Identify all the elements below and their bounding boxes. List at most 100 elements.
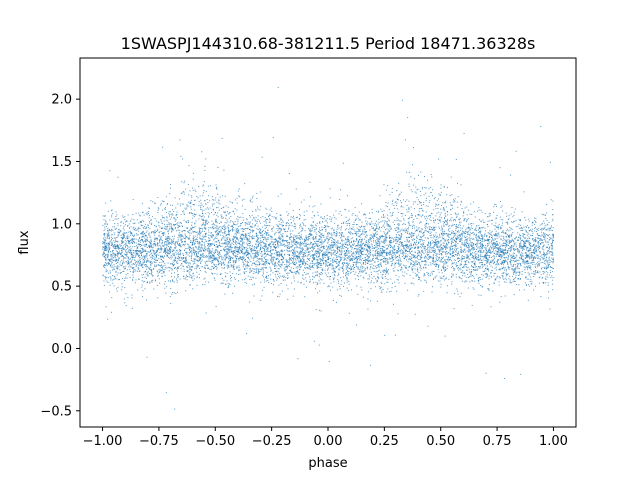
data-point	[475, 243, 477, 245]
data-point	[524, 269, 526, 271]
data-point	[270, 259, 272, 261]
data-point	[355, 245, 357, 247]
data-point	[422, 251, 424, 253]
data-point	[500, 227, 502, 229]
data-point	[287, 250, 289, 252]
data-point	[300, 247, 302, 249]
data-point	[519, 254, 521, 256]
data-point	[277, 225, 279, 227]
data-point	[468, 277, 470, 279]
data-point	[206, 199, 208, 201]
data-point	[392, 241, 394, 243]
data-point	[386, 224, 388, 226]
data-point	[469, 239, 471, 241]
data-point	[511, 240, 513, 242]
data-point	[124, 302, 126, 304]
data-point	[224, 222, 226, 224]
data-point	[227, 243, 229, 245]
data-point	[550, 244, 552, 246]
data-point	[347, 264, 349, 266]
data-point	[238, 232, 240, 234]
data-point	[295, 237, 297, 239]
data-point	[267, 225, 269, 227]
data-point	[451, 276, 453, 278]
data-point	[246, 218, 248, 220]
data-point	[387, 217, 389, 219]
data-point	[450, 176, 452, 178]
data-point	[346, 239, 348, 241]
data-point	[131, 235, 133, 237]
data-point	[410, 225, 412, 227]
data-point	[376, 257, 378, 259]
data-point	[301, 247, 303, 249]
data-point	[264, 251, 266, 253]
data-point	[205, 262, 207, 264]
data-point	[340, 258, 342, 260]
data-point	[425, 257, 427, 259]
data-point	[186, 266, 188, 268]
data-point	[481, 264, 483, 266]
data-point	[360, 256, 362, 258]
data-point	[391, 245, 393, 247]
data-point	[171, 263, 173, 265]
data-point	[383, 239, 385, 241]
data-point	[408, 247, 410, 249]
data-point	[129, 258, 131, 260]
data-point	[284, 245, 286, 247]
data-point	[263, 249, 265, 251]
data-point	[454, 243, 456, 245]
data-point	[188, 268, 190, 270]
data-point	[433, 264, 435, 266]
data-point	[203, 216, 205, 218]
data-point	[455, 228, 457, 230]
data-point	[450, 260, 452, 262]
data-point	[358, 242, 360, 244]
data-point	[460, 269, 462, 271]
data-point	[445, 277, 447, 279]
data-point	[423, 201, 425, 203]
data-point	[292, 240, 294, 242]
data-point	[321, 218, 323, 220]
data-point	[353, 265, 355, 267]
data-point	[266, 249, 268, 251]
data-point	[352, 241, 354, 243]
data-point	[146, 214, 148, 216]
data-point	[178, 245, 180, 247]
data-point	[381, 274, 383, 276]
data-point	[305, 235, 307, 237]
data-point	[487, 258, 489, 260]
data-point	[534, 273, 536, 275]
data-point	[246, 264, 248, 266]
data-point	[398, 247, 400, 249]
data-point	[175, 223, 177, 225]
data-point	[419, 214, 421, 216]
data-point	[373, 247, 375, 249]
data-point	[300, 234, 302, 236]
data-point	[332, 227, 334, 229]
data-point	[140, 220, 142, 222]
data-point	[208, 237, 210, 239]
data-point	[245, 266, 247, 268]
data-point	[474, 228, 476, 230]
data-point	[380, 287, 382, 289]
data-point	[285, 269, 287, 271]
data-point	[354, 273, 356, 275]
data-point	[215, 219, 217, 221]
data-point	[280, 244, 282, 246]
data-point	[445, 220, 447, 222]
data-point	[453, 269, 455, 271]
data-point	[399, 220, 401, 222]
data-point	[545, 282, 547, 284]
data-point	[343, 254, 345, 256]
data-point	[106, 243, 108, 245]
data-point	[352, 264, 354, 266]
data-point	[467, 251, 469, 253]
data-point	[452, 239, 454, 241]
data-point	[238, 265, 240, 267]
data-point	[464, 244, 466, 246]
data-point	[166, 228, 168, 230]
data-point	[219, 249, 221, 251]
data-point	[444, 210, 446, 212]
data-point	[211, 257, 213, 259]
data-point	[360, 241, 362, 243]
